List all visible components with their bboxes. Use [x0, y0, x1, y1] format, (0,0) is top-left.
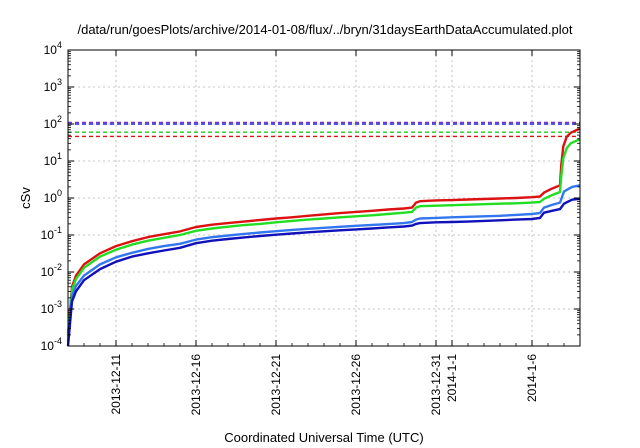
y-tick-label: 10-2	[41, 262, 62, 279]
chart-title: /data/run/goesPlots/archive/2014-01-08/f…	[77, 22, 572, 37]
series-line	[66, 127, 581, 335]
x-axis-label: Coordinated Universal Time (UTC)	[224, 430, 423, 445]
series-line	[66, 184, 581, 342]
x-tick-label: 2013-12-11	[109, 354, 123, 415]
series-line	[66, 138, 581, 337]
x-tick-label: 2013-12-21	[269, 354, 283, 416]
threshold-lines	[68, 121, 580, 138]
x-tick-label: 2014-1-1	[445, 354, 459, 402]
series-line	[66, 197, 581, 347]
y-tick-label: 102	[44, 114, 62, 131]
x-tick-label: 2013-12-26	[349, 354, 363, 416]
y-tick-label: 103	[44, 77, 62, 94]
y-tick-label: 10-1	[41, 225, 62, 242]
series-lines	[66, 127, 581, 347]
y-tick-label: 10-3	[41, 299, 62, 316]
y-tick-label: 101	[44, 151, 62, 168]
y-tick-label: 10-4	[41, 336, 62, 353]
y-tick-label: 104	[44, 40, 62, 57]
x-tick-label: 2013-12-16	[189, 354, 203, 416]
y-axis-label: cSv	[18, 187, 33, 209]
y-tick-label: 100	[44, 188, 62, 205]
y-axis: 10-4 10-3 10-2 10-1 100 101 102 103 104	[41, 40, 580, 353]
x-axis: 2013-12-11 2013-12-16 2013-12-21 2013-12-26…	[67, 50, 581, 416]
x-tick-label: 2013-12-31	[429, 354, 443, 416]
x-tick-label: 2014-1-6	[525, 354, 539, 402]
